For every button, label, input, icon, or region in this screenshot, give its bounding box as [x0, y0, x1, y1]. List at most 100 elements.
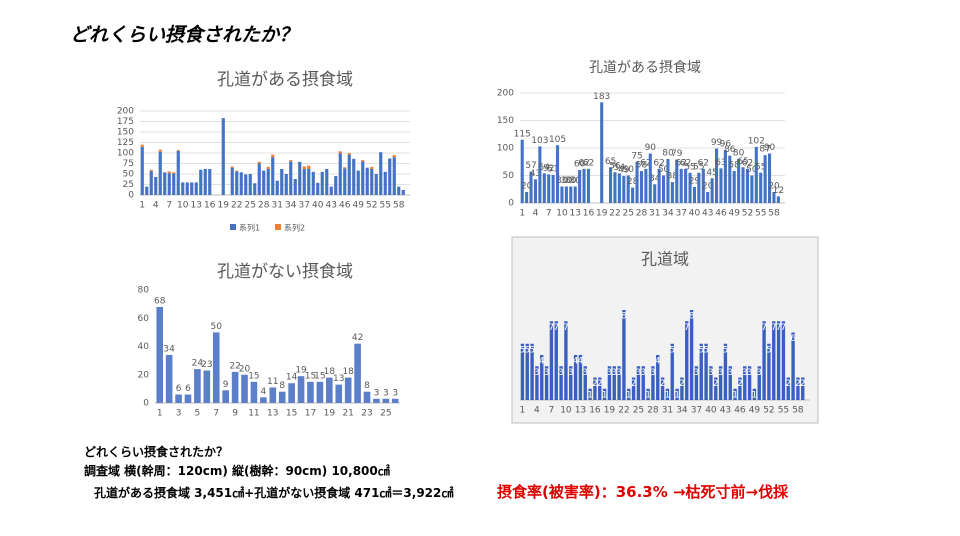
bar — [670, 182, 674, 203]
bar — [551, 174, 555, 203]
data-label: 80 — [733, 149, 745, 159]
bar — [370, 168, 374, 195]
bar — [733, 388, 737, 400]
data-label: 8 — [621, 312, 627, 322]
data-label: 34 — [163, 344, 175, 354]
data-label: 1 — [665, 390, 671, 400]
y-tick-label: 150 — [497, 116, 514, 126]
bar — [564, 321, 568, 400]
x-tick-label: 46 — [715, 209, 727, 219]
data-label: 1 — [674, 390, 680, 400]
data-label: 56 — [609, 162, 621, 172]
bar — [657, 168, 661, 203]
bar — [235, 170, 239, 172]
y-tick-label: 200 — [497, 89, 514, 99]
data-label: 30 — [556, 176, 568, 186]
bar — [791, 332, 795, 400]
data-label: 30 — [561, 176, 573, 186]
x-tick-label: 25 — [380, 409, 391, 419]
x-tick-label: 25 — [245, 201, 256, 211]
bar — [307, 168, 311, 195]
bar — [145, 186, 149, 195]
bar — [738, 377, 742, 400]
data-label: 103 — [531, 136, 548, 146]
bar — [622, 310, 626, 400]
notes-line: 調査域 横(幹周：120cm) 縦(樹幹：90cm) 10,800㎠ — [84, 464, 390, 478]
data-label: 62 — [640, 158, 651, 168]
bar — [704, 343, 708, 400]
bar — [194, 182, 198, 195]
bar — [684, 168, 688, 203]
bar — [284, 174, 288, 195]
y-tick-label: 175 — [117, 117, 134, 127]
data-label: 22 — [229, 361, 240, 371]
data-label: 38 — [667, 172, 679, 182]
bar — [679, 168, 683, 203]
bar — [547, 174, 551, 203]
bar — [382, 398, 390, 403]
x-tick-label: 16 — [583, 209, 595, 219]
bar — [230, 167, 234, 195]
bar — [297, 376, 305, 403]
x-tick-label: 52 — [366, 201, 377, 211]
x-tick-label: 25 — [633, 406, 644, 416]
bar — [582, 168, 586, 203]
data-label: 34 — [649, 174, 661, 184]
data-label: 3 — [694, 368, 700, 378]
bar — [665, 388, 670, 400]
bar — [641, 366, 645, 400]
data-label: 57 — [525, 161, 536, 171]
bar — [185, 182, 189, 195]
data-label: 3 — [383, 388, 389, 398]
x-tick-label: 34 — [285, 201, 297, 211]
bar — [598, 377, 602, 400]
data-label: 50 — [746, 165, 758, 175]
bar — [326, 377, 333, 403]
bar — [167, 173, 171, 195]
bar — [728, 155, 732, 203]
x-tick-label: 23 — [361, 409, 372, 419]
bar — [666, 159, 670, 203]
bar — [745, 168, 750, 203]
y-tick-label: 75 — [123, 159, 134, 169]
x-tick-label: 19 — [604, 406, 616, 416]
bar — [343, 168, 347, 195]
data-label: 8 — [279, 381, 285, 391]
bar — [680, 377, 684, 400]
x-tick-label: 25 — [622, 209, 633, 219]
data-label: 5 — [669, 345, 675, 355]
bar — [530, 343, 534, 400]
bar — [184, 394, 192, 403]
data-label: 1 — [752, 390, 758, 400]
x-tick-label: 21 — [342, 409, 353, 419]
data-label: 11 — [267, 377, 278, 387]
bar — [266, 166, 270, 169]
data-label: 55 — [755, 162, 766, 172]
y-tick-label: 40 — [138, 342, 150, 352]
bar — [221, 118, 225, 195]
data-label: 79 — [671, 149, 683, 159]
x-tick-label: 10 — [177, 201, 189, 211]
bar — [289, 160, 293, 162]
data-label: 62 — [583, 158, 594, 168]
x-tick-label: 52 — [763, 406, 774, 416]
x-tick-label: 7 — [549, 406, 555, 416]
data-label: 7 — [553, 323, 559, 333]
bar — [278, 391, 286, 403]
data-label: 102 — [748, 136, 765, 146]
bar — [772, 321, 776, 400]
bar — [248, 174, 252, 195]
y-tick-label: 0 — [143, 399, 149, 409]
x-tick-label: 37 — [299, 201, 310, 211]
bar — [329, 186, 333, 195]
data-label: 55 — [693, 162, 704, 172]
slide-title: どれくらい摂食されたか？ — [70, 24, 299, 46]
x-tick-label: 19 — [324, 409, 336, 419]
bar — [569, 186, 573, 203]
bar — [578, 170, 582, 203]
bar — [352, 158, 356, 195]
data-label: 3 — [708, 368, 714, 378]
bar — [525, 192, 529, 203]
bar — [763, 155, 767, 203]
